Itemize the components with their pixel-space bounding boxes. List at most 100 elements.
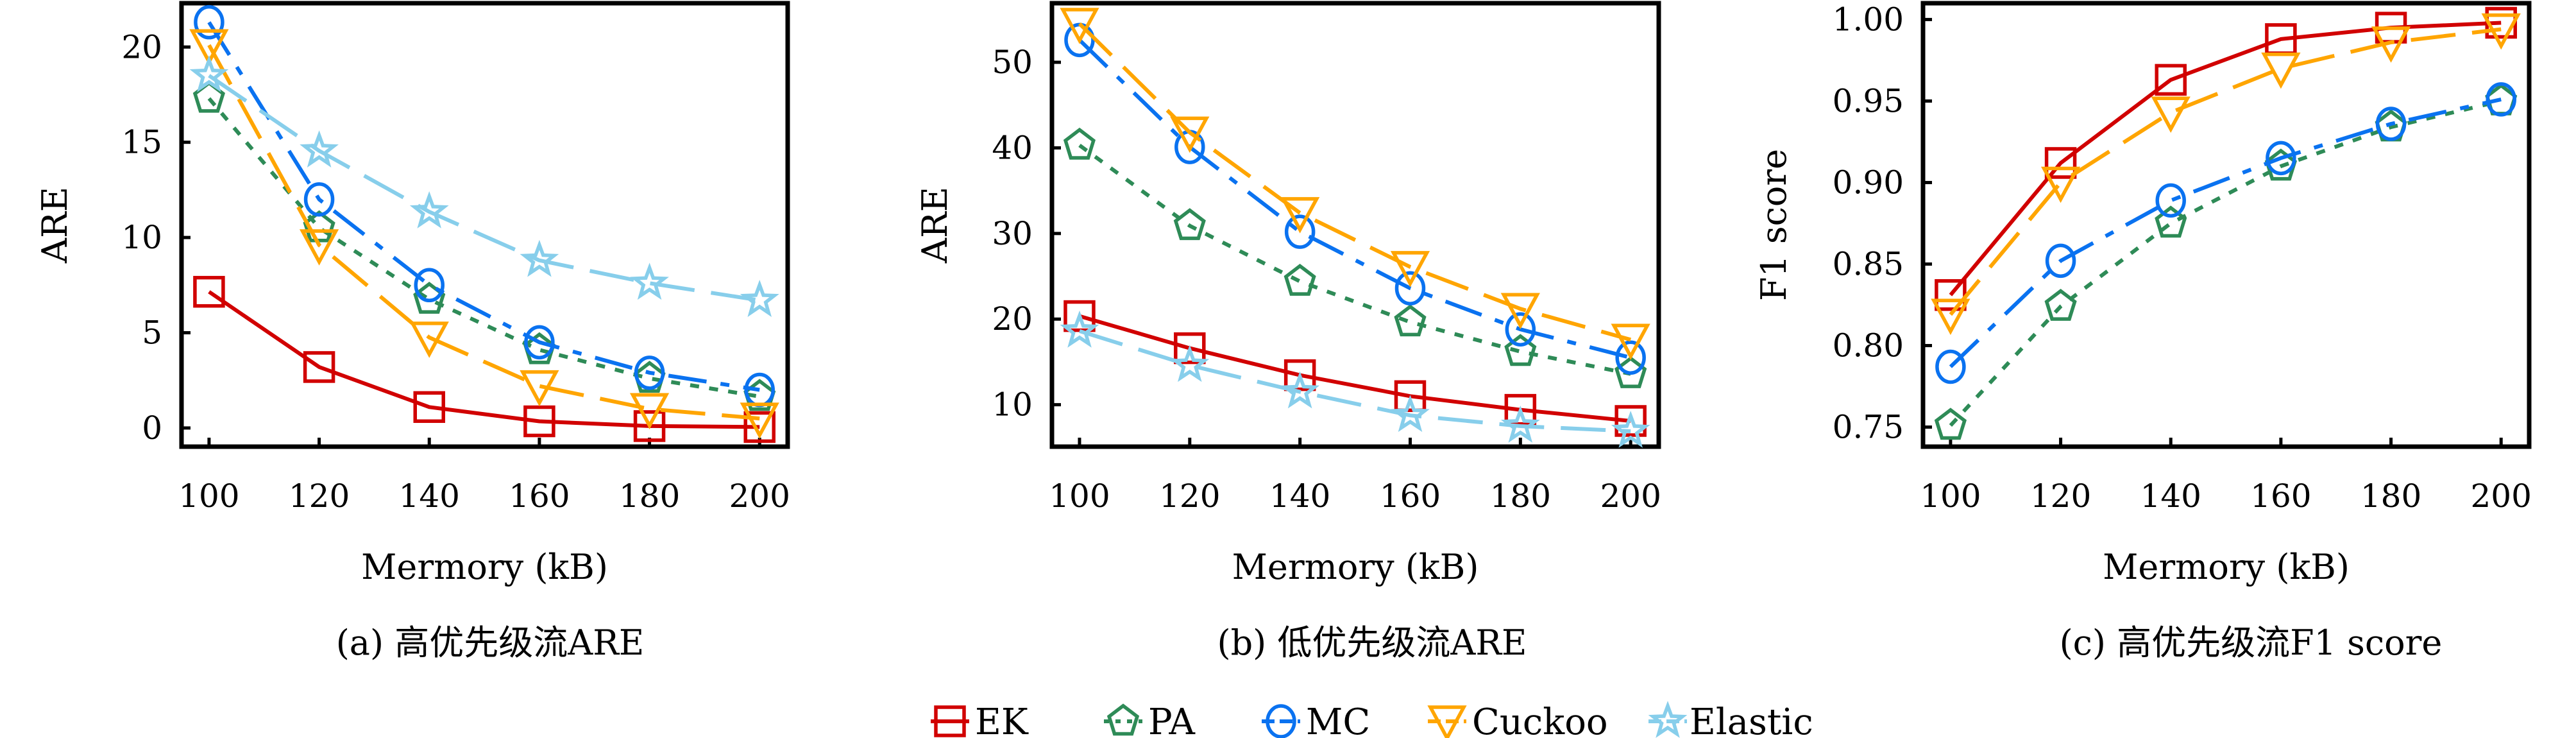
x-tick-label: 100 xyxy=(1049,477,1110,515)
data-point-mc xyxy=(1394,271,1426,305)
plot-frame xyxy=(179,1,790,449)
legend-symbol-elastic xyxy=(1648,701,1688,738)
x-tick-label: 120 xyxy=(289,477,350,515)
data-point-elastic xyxy=(1500,406,1540,443)
data-point-mc xyxy=(1615,340,1646,375)
data-point-cuckoo xyxy=(1500,293,1540,330)
x-axis-label: Mermory (kB) xyxy=(1232,547,1479,587)
data-point-ek xyxy=(413,391,445,424)
x-axis-label: Mermory (kB) xyxy=(2103,547,2350,587)
data-point-mc xyxy=(2045,243,2076,279)
legend-item-pa: PA xyxy=(1104,701,1196,738)
series-line-pa xyxy=(207,97,760,399)
data-point-cuckoo xyxy=(1060,8,1099,44)
data-point-mc xyxy=(2155,183,2186,218)
data-point-mc xyxy=(2486,82,2516,117)
series-line-mc xyxy=(1949,97,2502,368)
data-point-elastic xyxy=(1170,345,1210,382)
data-point-ek xyxy=(1504,393,1537,426)
data-point-mc xyxy=(524,325,555,360)
data-point-elastic xyxy=(1280,371,1320,409)
series-ek xyxy=(193,275,775,443)
plot-frame xyxy=(1920,1,2532,449)
data-point-ek xyxy=(633,410,666,442)
plot-frame xyxy=(1049,1,1661,449)
data-point-pa xyxy=(1934,408,1967,440)
data-point-ek xyxy=(1614,405,1647,437)
data-point-pa xyxy=(1063,127,1096,160)
data-point-cuckoo xyxy=(520,370,559,407)
series-elastic xyxy=(1060,310,1650,448)
y-tick-label: 50 xyxy=(992,44,1033,81)
data-point-elastic xyxy=(1391,395,1430,433)
data-point-elastic xyxy=(1060,310,1099,348)
data-point-mc xyxy=(1935,349,1966,384)
y-tick-label: 10 xyxy=(121,219,162,256)
data-point-cuckoo xyxy=(1170,116,1210,153)
caption-b: (b) 低优先级流ARE xyxy=(1217,622,1527,663)
data-point-cuckoo xyxy=(2040,166,2081,203)
data-point-ek xyxy=(1174,332,1206,365)
x-tick-label: 140 xyxy=(399,477,460,515)
series-line-cuckoo xyxy=(1949,27,2502,316)
y-tick-label: 0.90 xyxy=(1833,164,1904,201)
legend-item-elastic: Elastic xyxy=(1648,701,1813,738)
series-line-elastic xyxy=(208,74,760,302)
x-tick-label: 140 xyxy=(1269,477,1330,515)
panel-b: 100 120 140 160 180 200 10 20 30 40 50 Mermory (kB)… xyxy=(915,1,1661,587)
data-point-ek xyxy=(2044,147,2077,179)
data-point-elastic xyxy=(300,130,339,167)
legend-symbol-mc xyxy=(1266,704,1296,738)
legend-symbol-cuckoo xyxy=(1427,705,1467,738)
data-point-pa xyxy=(743,379,776,411)
data-point-pa xyxy=(633,361,666,393)
x-axis-label: Mermory (kB) xyxy=(361,547,608,587)
data-point-cuckoo xyxy=(629,393,670,430)
data-point-mc xyxy=(2266,141,2296,176)
data-point-cuckoo xyxy=(2481,13,2521,50)
legend-item-ek: EK xyxy=(931,701,1029,738)
legend-label-elastic: Elastic xyxy=(1690,701,1813,738)
data-point-pa xyxy=(1284,263,1316,296)
data-point-mc xyxy=(194,4,225,40)
data-point-ek xyxy=(193,275,225,308)
panel-c: 100 120 140 160 180 200 0.75 0.80 0.85 0.90 0.95 1.… xyxy=(1754,1,2532,587)
panel-a: 100 120 140 160 180 200 0 5 10 15 20 Mermory (kB) AR… xyxy=(35,1,790,587)
legend-marker-elastic xyxy=(1648,701,1688,738)
data-point-pa xyxy=(2044,288,2077,321)
x-tick-label: 200 xyxy=(2471,477,2532,515)
data-point-cuckoo xyxy=(1280,197,1320,234)
y-tick-label: 0.80 xyxy=(1833,327,1904,364)
series-line-cuckoo xyxy=(1078,22,1632,342)
data-point-cuckoo xyxy=(1931,298,1970,335)
x-tick-label: 160 xyxy=(1380,477,1441,515)
series-cuckoo xyxy=(1060,8,1650,361)
y-tick-label: 15 xyxy=(121,124,162,161)
data-point-elastic xyxy=(189,55,229,92)
series-ek xyxy=(1063,300,1647,437)
legend-marker-pa xyxy=(1104,703,1142,736)
y-tick-label: 20 xyxy=(992,300,1033,338)
legend-marker-cuckoo xyxy=(1427,705,1467,738)
data-point-pa xyxy=(2155,205,2187,238)
data-point-elastic xyxy=(409,191,449,228)
legend-marker-ek xyxy=(931,705,969,737)
series-line-ek xyxy=(1079,314,1631,423)
y-tick-label: 0.75 xyxy=(1833,409,1904,446)
data-point-elastic xyxy=(630,262,669,300)
data-point-cuckoo xyxy=(740,402,779,439)
data-point-mc xyxy=(634,356,665,390)
data-point-ek xyxy=(1284,359,1316,391)
x-tick-label: 200 xyxy=(729,477,790,515)
legend-item-cuckoo: Cuckoo xyxy=(1427,701,1608,738)
x-tick-label: 100 xyxy=(1920,477,1981,515)
x-tick-label: 120 xyxy=(2030,477,2091,515)
data-point-ek xyxy=(303,351,335,383)
y-axis-label: F1 score xyxy=(1754,149,1794,301)
series-line-mc xyxy=(1078,39,1631,360)
data-point-ek xyxy=(1063,300,1096,332)
y-axis-label: ARE xyxy=(35,187,75,264)
data-point-cuckoo xyxy=(189,29,229,66)
data-point-cuckoo xyxy=(1390,251,1430,287)
